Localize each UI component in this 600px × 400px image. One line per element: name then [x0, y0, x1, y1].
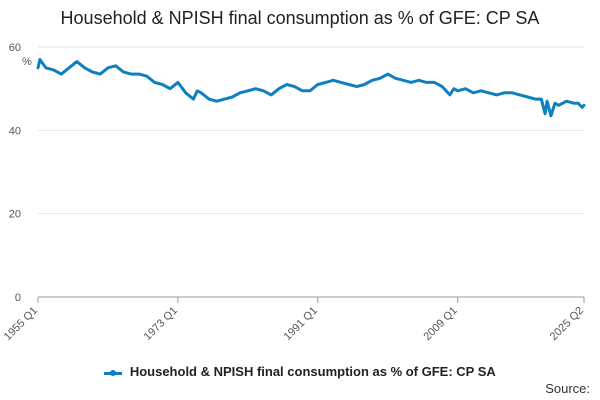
- gridlines: [38, 46, 584, 215]
- y-tick-label: 60: [9, 42, 21, 54]
- y-tick-label: 20: [9, 209, 21, 221]
- series-layer: [36, 58, 586, 118]
- x-tick-label: 2025 Q2: [548, 305, 586, 343]
- legend[interactable]: Household & NPISH final consumption as %…: [0, 364, 600, 379]
- chart-title: Household & NPISH final consumption as %…: [60, 8, 540, 28]
- x-tick-label: 1991 Q1: [282, 305, 320, 343]
- x-tick-label: 1973 Q1: [142, 305, 180, 343]
- legend-dot: [110, 369, 117, 376]
- series-line: [36, 58, 586, 118]
- y-tick-label: 40: [9, 125, 21, 137]
- source-label: Source:: [545, 381, 590, 396]
- legend-swatch: [104, 368, 123, 378]
- legend-label: Household & NPISH final consumption as %…: [129, 364, 496, 379]
- y-axis-label: %: [22, 56, 32, 68]
- axes: [37, 296, 585, 303]
- x-tick-label: 2009 Q1: [421, 305, 459, 343]
- y-tick-label: 0: [15, 292, 21, 304]
- x-tick-label: 1955 Q1: [2, 305, 40, 343]
